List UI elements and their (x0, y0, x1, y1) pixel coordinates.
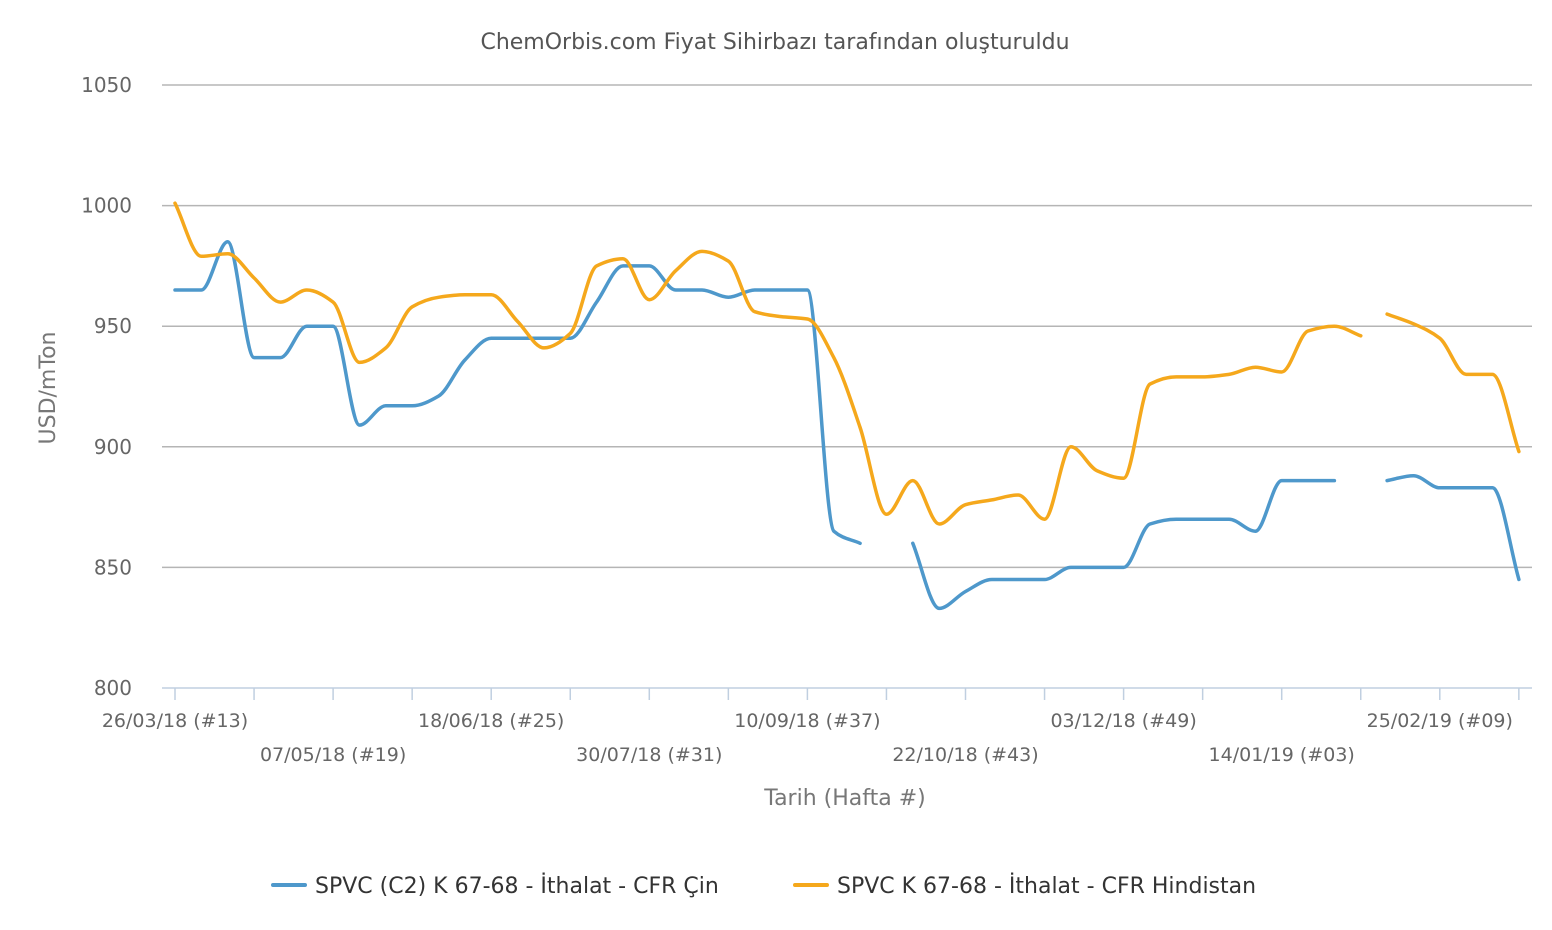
x-axis-title: Tarih (Hafta #) (763, 786, 925, 811)
series-2-line-segment-2 (1385, 312, 1521, 454)
y-tick-labels: 800 850 900 950 1000 1050 (81, 73, 132, 700)
x-tick-label: 18/06/18 (#25) (418, 710, 564, 732)
series-2-line-segment-1 (173, 201, 1363, 526)
series-1-line-segment-1 (173, 240, 862, 546)
chart-title: ChemOrbis.com Fiyat Sihirbazı tarafından… (480, 30, 1069, 55)
y-tick-label: 950 (94, 314, 132, 338)
series-1-line-segment-2 (911, 478, 1337, 611)
y-tick-label: 800 (94, 676, 132, 700)
x-tick-label: 14/01/19 (#03) (1209, 744, 1355, 766)
x-tick-label: 10/09/18 (#37) (734, 710, 880, 732)
x-tick-label: 25/02/19 (#09) (1367, 710, 1513, 732)
y-tick-label: 1050 (81, 73, 132, 97)
gridlines (162, 84, 1532, 569)
x-tick-label: 30/07/18 (#31) (576, 744, 722, 766)
y-axis-title: USD/mTon (36, 332, 61, 445)
legend-label: SPVC (C2) K 67-68 - İthalat - CFR Çin (315, 873, 719, 899)
y-tick-label: 1000 (81, 194, 132, 218)
legend-label: SPVC K 67-68 - İthalat - CFR Hindistan (837, 873, 1256, 899)
x-tick-label: 26/03/18 (#13) (102, 710, 248, 732)
y-tick-label: 850 (94, 555, 132, 579)
series-lines (173, 201, 1521, 611)
legend-item-2[interactable]: SPVC K 67-68 - İthalat - CFR Hindistan (793, 873, 1256, 899)
x-tick-label: 22/10/18 (#43) (892, 744, 1038, 766)
legend: SPVC (C2) K 67-68 - İthalat - CFR Çin SPV… (271, 873, 1256, 899)
legend-item-1[interactable]: SPVC (C2) K 67-68 - İthalat - CFR Çin (271, 873, 719, 899)
y-tick-label: 900 (94, 435, 132, 459)
x-tick-label: 03/12/18 (#49) (1050, 710, 1196, 732)
x-tick-label: 07/05/18 (#19) (260, 744, 406, 766)
series-1-line-segment-3 (1385, 473, 1521, 582)
x-axis: 26/03/18 (#13) 07/05/18 (#19) 18/06/18 (#2… (102, 687, 1532, 766)
